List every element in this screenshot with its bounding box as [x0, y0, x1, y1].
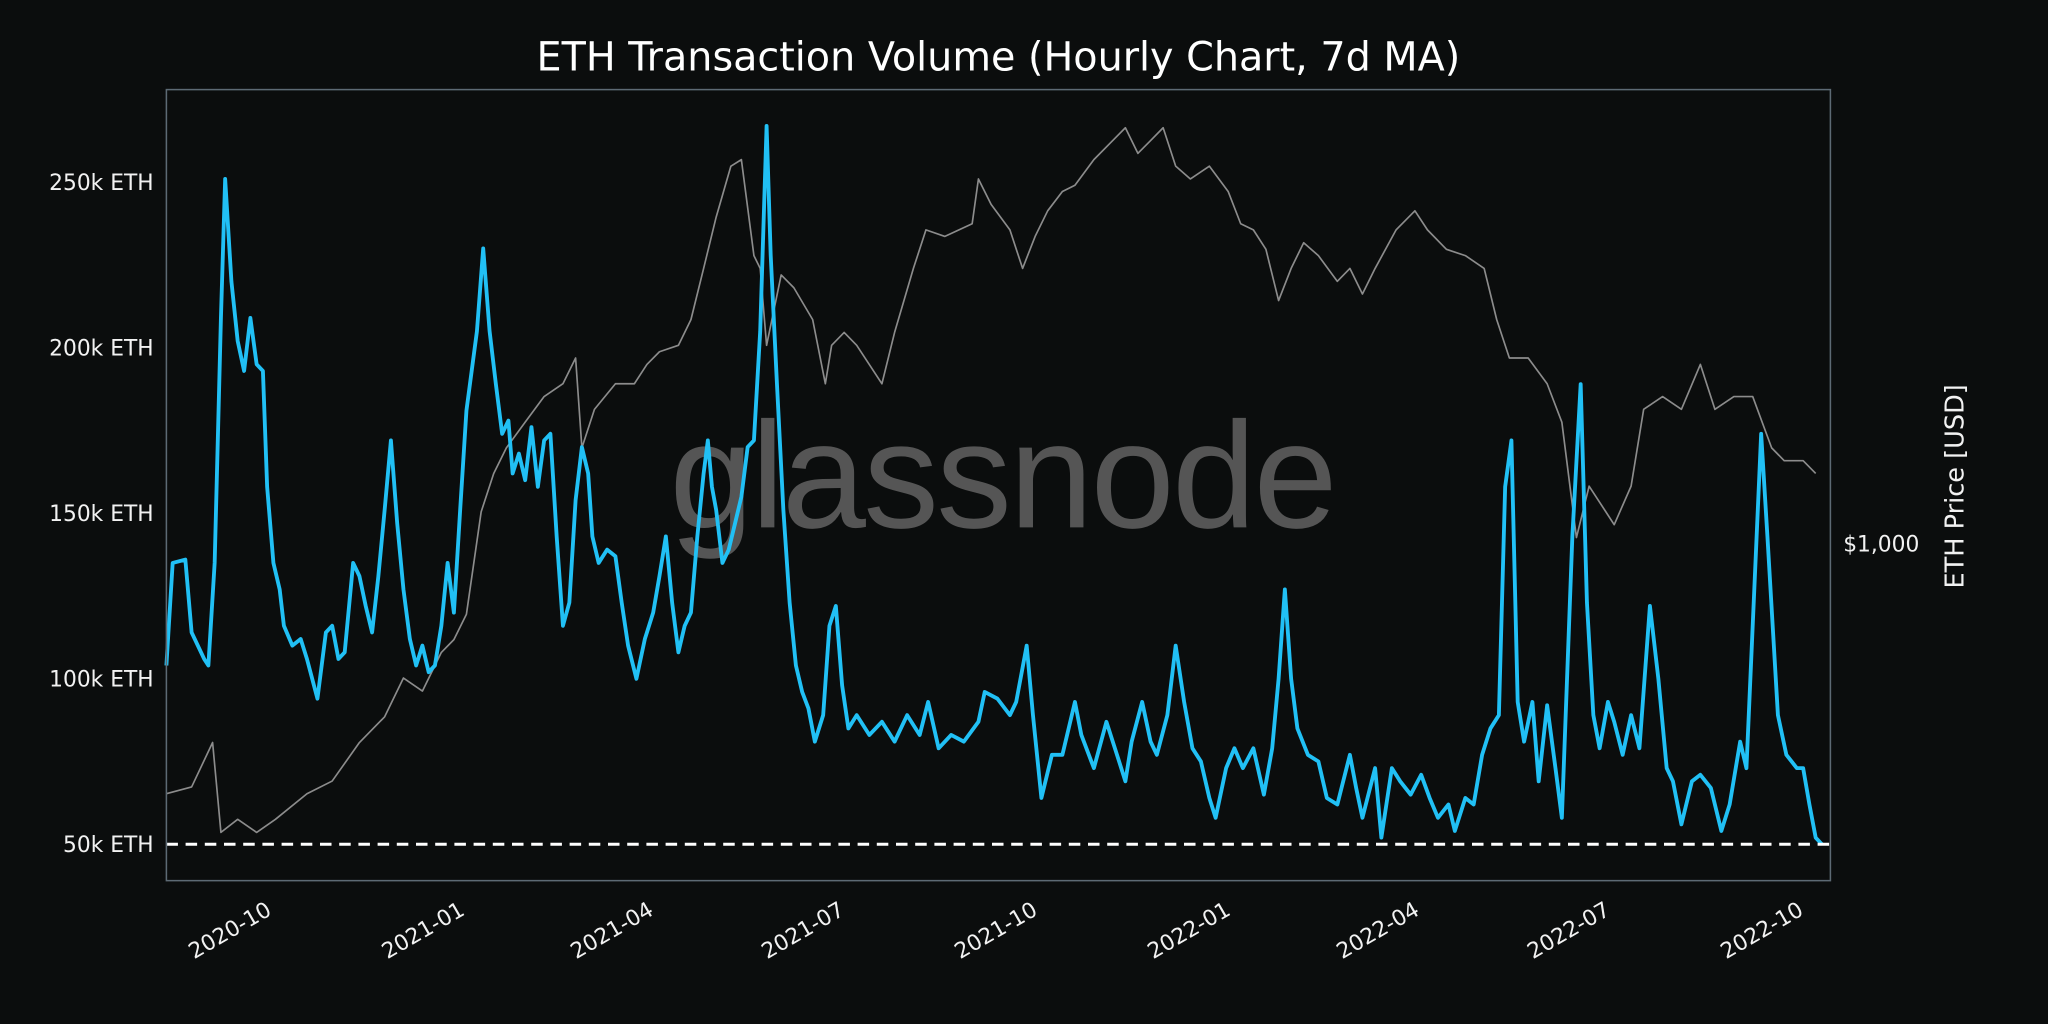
glassnode-watermark: glassnode: [670, 391, 1335, 560]
left-tick-label: 100k ETH: [49, 667, 153, 692]
right-tick-label: $1,000: [1843, 533, 1919, 558]
right-axis-label: ETH Price [USD]: [1941, 384, 1971, 588]
plot-frame: [165, 88, 1832, 882]
volume-series-line: [164, 124, 1824, 846]
price-layer: [166, 126, 1817, 834]
left-tick-label: 150k ETH: [49, 502, 153, 527]
price-series-line: [166, 126, 1817, 834]
left-tick-label: 50k ETH: [63, 833, 154, 858]
left-tick-label: 200k ETH: [49, 336, 153, 361]
left-axis-ticks: 50k ETH 100k ETH 150k ETH 200k ETH 250k ETH: [49, 171, 153, 858]
volume-layer: [164, 124, 1824, 846]
chart-title: ETH Transaction Volume (Hourly Chart, 7d…: [537, 34, 1461, 80]
right-axis-ticks: $1,000: [1843, 533, 1919, 558]
left-tick-label: 250k ETH: [49, 171, 153, 196]
